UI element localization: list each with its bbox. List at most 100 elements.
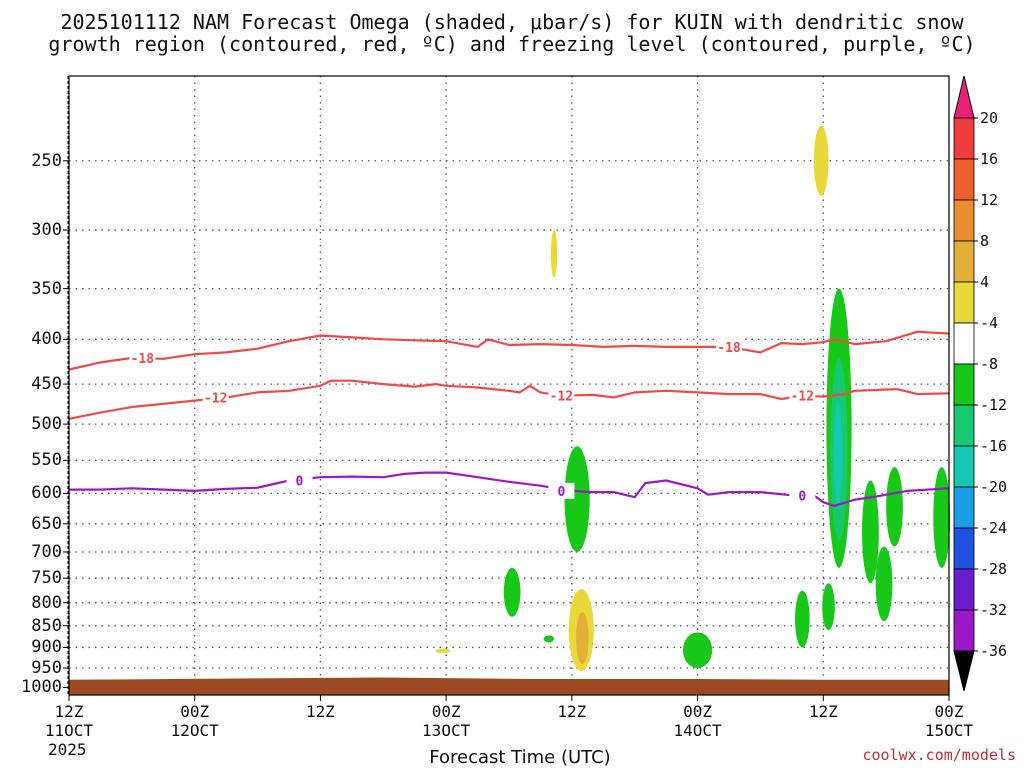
- colorbar-label: -32: [980, 601, 1008, 619]
- colorbar-label: 4: [980, 273, 990, 291]
- y-tick-label: 250: [31, 150, 62, 171]
- x-tick-label: 15OCT: [924, 721, 974, 740]
- contour-label-0: 0: [798, 489, 806, 504]
- contour-label-bg: [716, 338, 742, 355]
- omega-region-6: [543, 635, 555, 643]
- chart-title-line-1: 2025101112 NAM Forecast Omega (shaded, μ…: [60, 10, 964, 34]
- y-tick-label: 600: [31, 483, 62, 504]
- contour-label-bg: [789, 487, 816, 504]
- contour-label-bg: [202, 389, 229, 406]
- omega-region-0: [813, 125, 829, 196]
- x-tick-label: 00Z: [683, 702, 713, 721]
- omega-region-8: [682, 632, 713, 668]
- colorbar-label: -24: [980, 519, 1008, 537]
- x-tick-label: 12OCT: [170, 721, 219, 740]
- omega-region-1: [550, 230, 558, 278]
- credit-link[interactable]: coolwx.com/models: [862, 746, 1016, 764]
- surface-terrain: [69, 677, 949, 695]
- chart-title-line-2: growth region (contoured, red, ºC) and f…: [48, 32, 976, 56]
- plot-frame: [68, 75, 950, 696]
- omega-region-5: [503, 567, 521, 617]
- colorbar-bottom-arrow: [953, 650, 975, 692]
- omega-region-9: [795, 590, 810, 648]
- y-tick-label: 850: [31, 615, 62, 636]
- y-tick-label: 500: [31, 414, 62, 435]
- colorbar-label: -16: [980, 437, 1008, 455]
- x-tick-label: 12Z: [808, 702, 838, 721]
- y-tick-label: 950: [31, 657, 62, 678]
- x-axis-title: Forecast Time (UTC): [429, 747, 611, 768]
- colorbar-top-arrow: [953, 75, 975, 119]
- contour-label--12: -12: [204, 391, 227, 406]
- x-tick-label: 12Z: [54, 702, 84, 721]
- colorbar-swatch-3: [953, 199, 975, 242]
- contour-label--12: -12: [550, 390, 573, 405]
- colorbar-label: -8: [980, 355, 999, 373]
- colorbar-swatch-13: [953, 609, 975, 652]
- colorbar-label: -20: [980, 478, 1008, 496]
- omega-region-10: [822, 583, 835, 631]
- x-tick-label: 12Z: [557, 702, 587, 721]
- colorbar-label: -4: [980, 314, 999, 332]
- colorbar-swatch-8: [953, 404, 975, 447]
- y-tick-label: 650: [31, 513, 62, 534]
- colorbar-swatch-12: [953, 568, 975, 611]
- contour-label-bg: [789, 387, 816, 404]
- contour-line--18: [68, 330, 950, 371]
- x-tick-label: 13OCT: [422, 721, 471, 740]
- colorbar-swatch-5: [953, 281, 975, 324]
- colorbar-swatch-9: [953, 445, 975, 488]
- x-tick-label: 00Z: [431, 702, 461, 721]
- x-tick-label: 12Z: [305, 702, 335, 721]
- y-tick-label: 800: [31, 592, 62, 613]
- x-tick-label: 11OCT: [44, 721, 94, 740]
- colorbar-swatch-2: [953, 158, 975, 201]
- omega-region-14: [862, 480, 879, 584]
- colorbar-label: 20: [980, 109, 999, 127]
- y-tick-label: 400: [31, 329, 62, 350]
- contour-label--12: -12: [791, 390, 814, 405]
- y-tick-label: 300: [31, 220, 62, 241]
- omega-region-4: [576, 612, 589, 664]
- omega-region-15: [875, 546, 893, 622]
- colorbar-label: -36: [980, 642, 1008, 660]
- contour-line-0: [69, 471, 950, 507]
- omega-region-2: [435, 648, 451, 654]
- contour-label--18: -18: [131, 352, 155, 367]
- colorbar-label: -12: [980, 396, 1008, 414]
- y-tick-label: 700: [31, 541, 62, 562]
- y-tick-label: 350: [31, 278, 62, 299]
- contour-label-0: 0: [557, 485, 565, 500]
- colorbar-label: 12: [980, 191, 999, 209]
- omega-region-13: [833, 400, 843, 506]
- x-tick-label: 00Z: [180, 702, 210, 721]
- contour-label-bg: [548, 387, 575, 404]
- colorbar-label: 16: [980, 150, 999, 168]
- colorbar-swatch-11: [953, 527, 975, 570]
- contour-label-bg: [548, 482, 575, 499]
- x-tick-label: 14OCT: [673, 721, 722, 740]
- x-tick-label: 00Z: [934, 702, 964, 721]
- y-tick-label: 900: [31, 637, 62, 658]
- omega-region-7: [564, 446, 590, 552]
- colorbar-label: -28: [980, 560, 1008, 578]
- colorbar-swatch-7: [953, 363, 975, 406]
- y-tick-label: 550: [31, 450, 62, 471]
- colorbar-label: 8: [980, 232, 990, 250]
- contour-label--18: -18: [717, 341, 741, 356]
- omega-region-16: [886, 467, 903, 547]
- contour-label-bg: [129, 349, 156, 366]
- omega-region-17: [933, 467, 951, 568]
- contour-label-bg: [286, 472, 313, 489]
- colorbar-swatch-6: [953, 322, 975, 365]
- y-tick-label: 750: [31, 568, 62, 589]
- contour-line--12: [68, 379, 950, 420]
- colorbar-swatch-10: [953, 486, 975, 529]
- y-tick-label: 450: [31, 374, 62, 395]
- year-label: 2025: [48, 740, 87, 759]
- y-tick-label: 1000: [21, 677, 62, 698]
- colorbar-swatch-4: [953, 240, 975, 283]
- colorbar-swatch-1: [953, 117, 975, 160]
- contour-label-0: 0: [296, 475, 304, 490]
